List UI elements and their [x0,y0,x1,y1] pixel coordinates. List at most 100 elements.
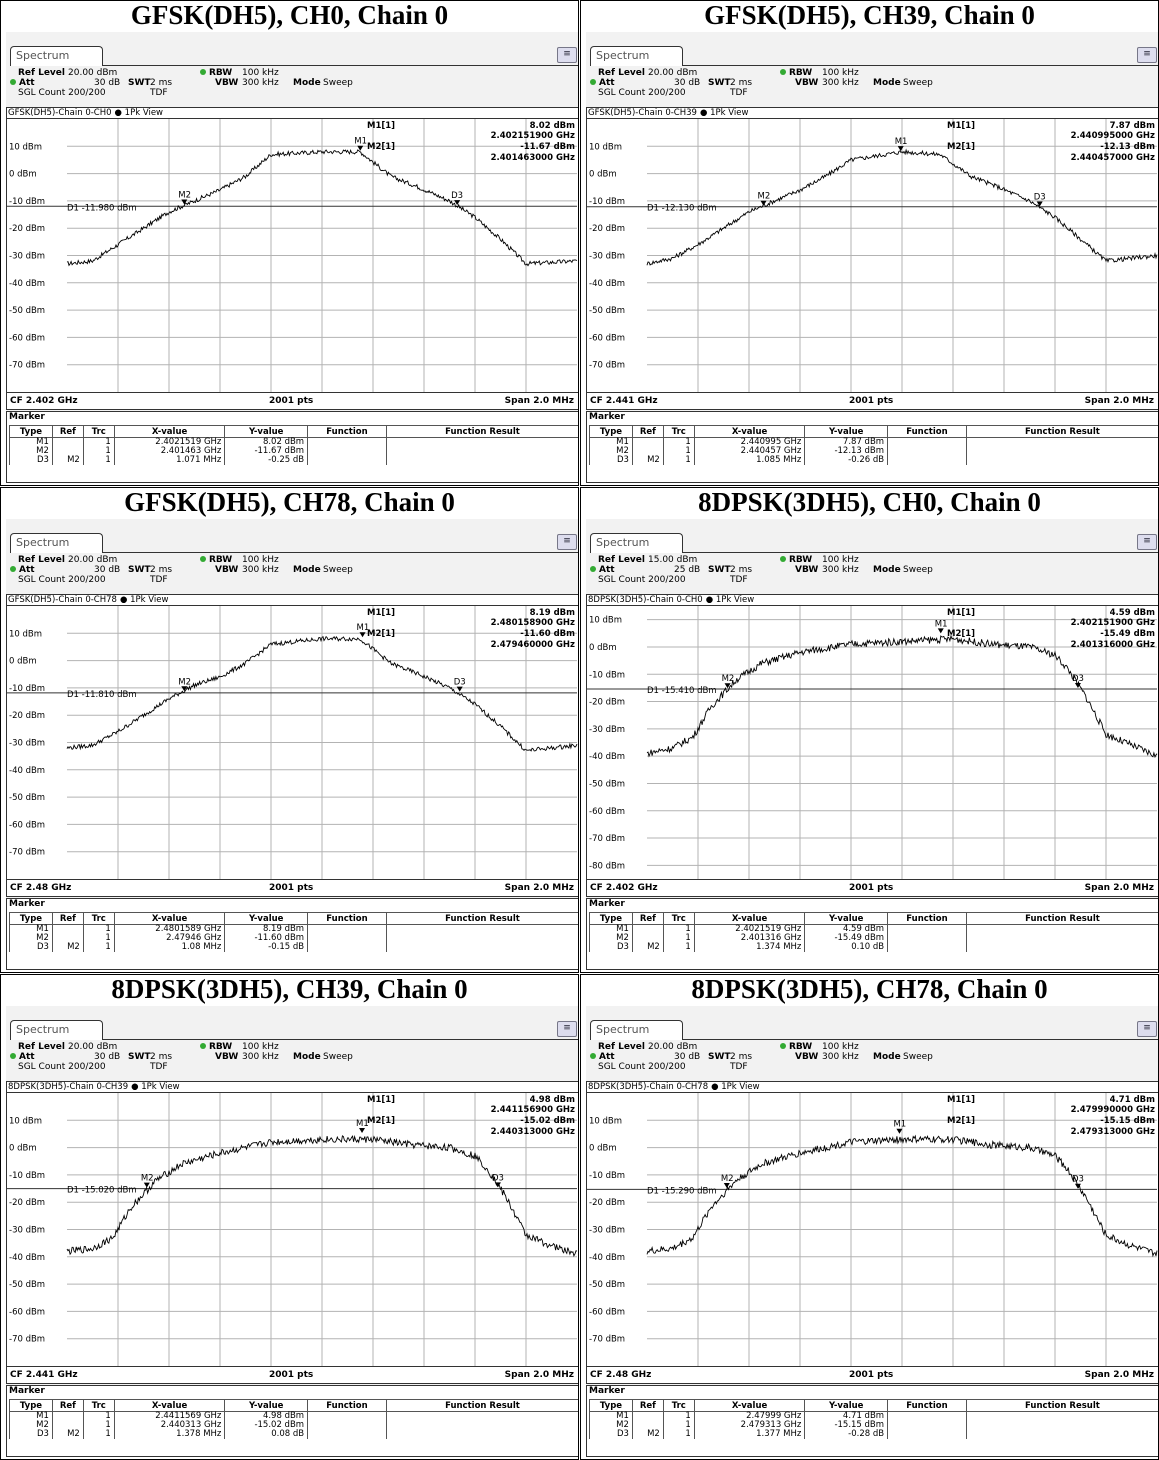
att-label: Att [599,565,615,575]
table-row: M1 1 2.4411569 GHz 4.98 dBm [9,1411,578,1421]
marker-table-cell [51,934,84,943]
marker-table-cell: 1.378 MHz [113,1430,226,1439]
marker-table-cell: D3 [9,456,53,465]
m2-readout-name: M2[1] [947,1116,975,1126]
marker-table-cell [631,934,664,943]
rbw-row: RBW [200,1042,232,1052]
analyzer-screenshot: Spectrum ≡ Ref Level 15.00 dBm Att 25 dB SWT 2 … [586,519,1158,970]
y-tick-label: 10 dBm [9,629,42,639]
swt-value: 2 ms [150,565,173,575]
marker-table-cell: 1 [82,924,115,934]
menu-icon[interactable]: ≡ [1137,534,1157,550]
marker-d3-symbol [1074,1183,1081,1189]
marker-table-cell [631,924,664,934]
att-value: 30 dB [94,565,121,575]
trace-dot-icon: ● [699,108,711,118]
marker-table-cell [385,1411,578,1421]
y-tick-label: -60 dBm [9,1307,45,1317]
view-indicator: ● 1Pk View [711,1082,759,1092]
y-tick-label: -60 dBm [9,333,45,343]
panel-title: 8DPSK(3DH5), CH78, Chain 0 [691,974,1048,1004]
marker-table-cell: 1.071 MHz [113,456,226,465]
spectrum-graph: 8DPSK(3DH5)-Chain 0-CH78 ● 1Pk View 10 dBm… [586,1081,1158,1384]
marker-table-cell: -0.15 dB [224,943,309,952]
marker-table-cell: 2.440457 GHz [693,447,806,456]
marker-d3-symbol [1074,682,1081,688]
marker-d3-label: D3 [451,191,463,201]
table-row: D3 M2 1 1.071 MHz -0.25 dB [9,456,578,465]
tdf-label: TDF [730,1062,748,1072]
y-tick-label: -70 dBm [9,848,45,858]
swt-label: SWT [128,1052,151,1062]
marker-table-header: Y-value [804,1399,889,1412]
ref-level-value: 20.00 dBm [68,68,118,78]
ref-level-label: Ref Level [598,555,645,565]
panel-title: GFSK(DH5), CH39, Chain 0 [704,0,1035,30]
ref-level-label: Ref Level [18,555,65,565]
menu-icon[interactable]: ≡ [1137,47,1157,63]
spectrum-tab: Spectrum [10,46,103,66]
y-tick-label: -70 dBm [589,361,625,371]
y-tick-label: -20 dBm [9,711,45,721]
rbw-value: 100 kHz [242,555,279,565]
y-tick-label: 0 dBm [589,643,617,653]
marker-m2-symbol [181,686,188,692]
sweep-points: 2001 pts [269,1370,314,1380]
marker-table-cell: M2 [631,943,664,952]
att-indicator-icon [590,1053,596,1059]
spectrum-tab: Spectrum [10,1020,103,1040]
marker-table-cell: 2.401316 GHz [693,934,806,943]
rbw-label: RBW [209,68,233,78]
span-value: Span 2.0 MHz [504,883,574,893]
m2-readout-y: -15.15 dBm [1100,1116,1155,1126]
trace-dot-icon: ● [711,1082,722,1092]
menu-icon[interactable]: ≡ [557,47,577,63]
y-tick-label: 0 dBm [9,1144,37,1154]
plot-area: 10 dBm 0 dBm -10 dBm -20 dBm -30 dBm -40 dBm -… [587,606,1158,879]
m1-readout-name: M1[1] [367,121,395,131]
marker-table-cell [385,943,578,952]
att-value: 30 dB [94,1052,121,1062]
marker-table-header: Ref [51,1399,84,1412]
marker-table-header: Function [887,912,967,925]
m1-readout-y: 8.02 dBm [530,121,575,131]
marker-table-cell [887,437,967,447]
table-row: D3 M2 1 1.377 MHz -0.28 dB [589,1430,1158,1439]
rbw-value: 100 kHz [822,68,859,78]
swt-label: SWT [708,1052,731,1062]
tdf-label: TDF [150,88,168,98]
menu-icon[interactable]: ≡ [557,1021,577,1037]
marker-table-cell: 2.4021519 GHz [693,924,806,934]
d1-label: D1 -12.130 dBm [647,204,717,214]
panel-title: GFSK(DH5), CH78, Chain 0 [124,487,455,517]
table-row: M2 1 2.440457 GHz -12.13 dBm [589,447,1158,456]
menu-icon[interactable]: ≡ [557,534,577,550]
marker-m1-symbol [359,1128,366,1134]
att-value: 30 dB [674,1052,701,1062]
plot-area: 10 dBm 0 dBm -10 dBm -20 dBm -30 dBm -40 dBm -… [7,119,578,392]
ref-level-label: Ref Level [18,1042,65,1052]
att-indicator-icon [10,566,16,572]
rbw-label: RBW [789,68,813,78]
menu-icon[interactable]: ≡ [1137,1021,1157,1037]
graph-trace-name: GFSK(DH5)-Chain 0-CH78 [8,595,117,605]
marker-table-cell [887,943,967,952]
vbw-label: VBW [215,1052,239,1062]
rbw-indicator-icon [780,1043,786,1049]
mode-label: Mode [293,78,321,88]
panel-2: GFSK(DH5), CH39, Chain 0 Spectrum ≡ Ref Lev… [580,0,1159,486]
y-tick-label: -10 dBm [589,197,625,207]
marker-table-cell [307,924,387,934]
settings-bar: Ref Level 20.00 dBm Att 30 dB SWT 2 ms RBW 100 … [10,555,570,595]
marker-m1-symbol [897,146,904,152]
att-label: Att [599,78,615,88]
att-indicator-icon [10,79,16,85]
marker-m1-label: M1 [895,137,908,147]
marker-table-header: Type [9,425,53,438]
marker-table-cell [307,1411,387,1421]
marker-table-title: Marker [589,412,625,422]
swt-value: 2 ms [730,565,753,575]
y-tick-label: 0 dBm [9,657,37,667]
marker-table-header: Trc [662,425,695,438]
ref-level-value: 20.00 dBm [648,1042,698,1052]
